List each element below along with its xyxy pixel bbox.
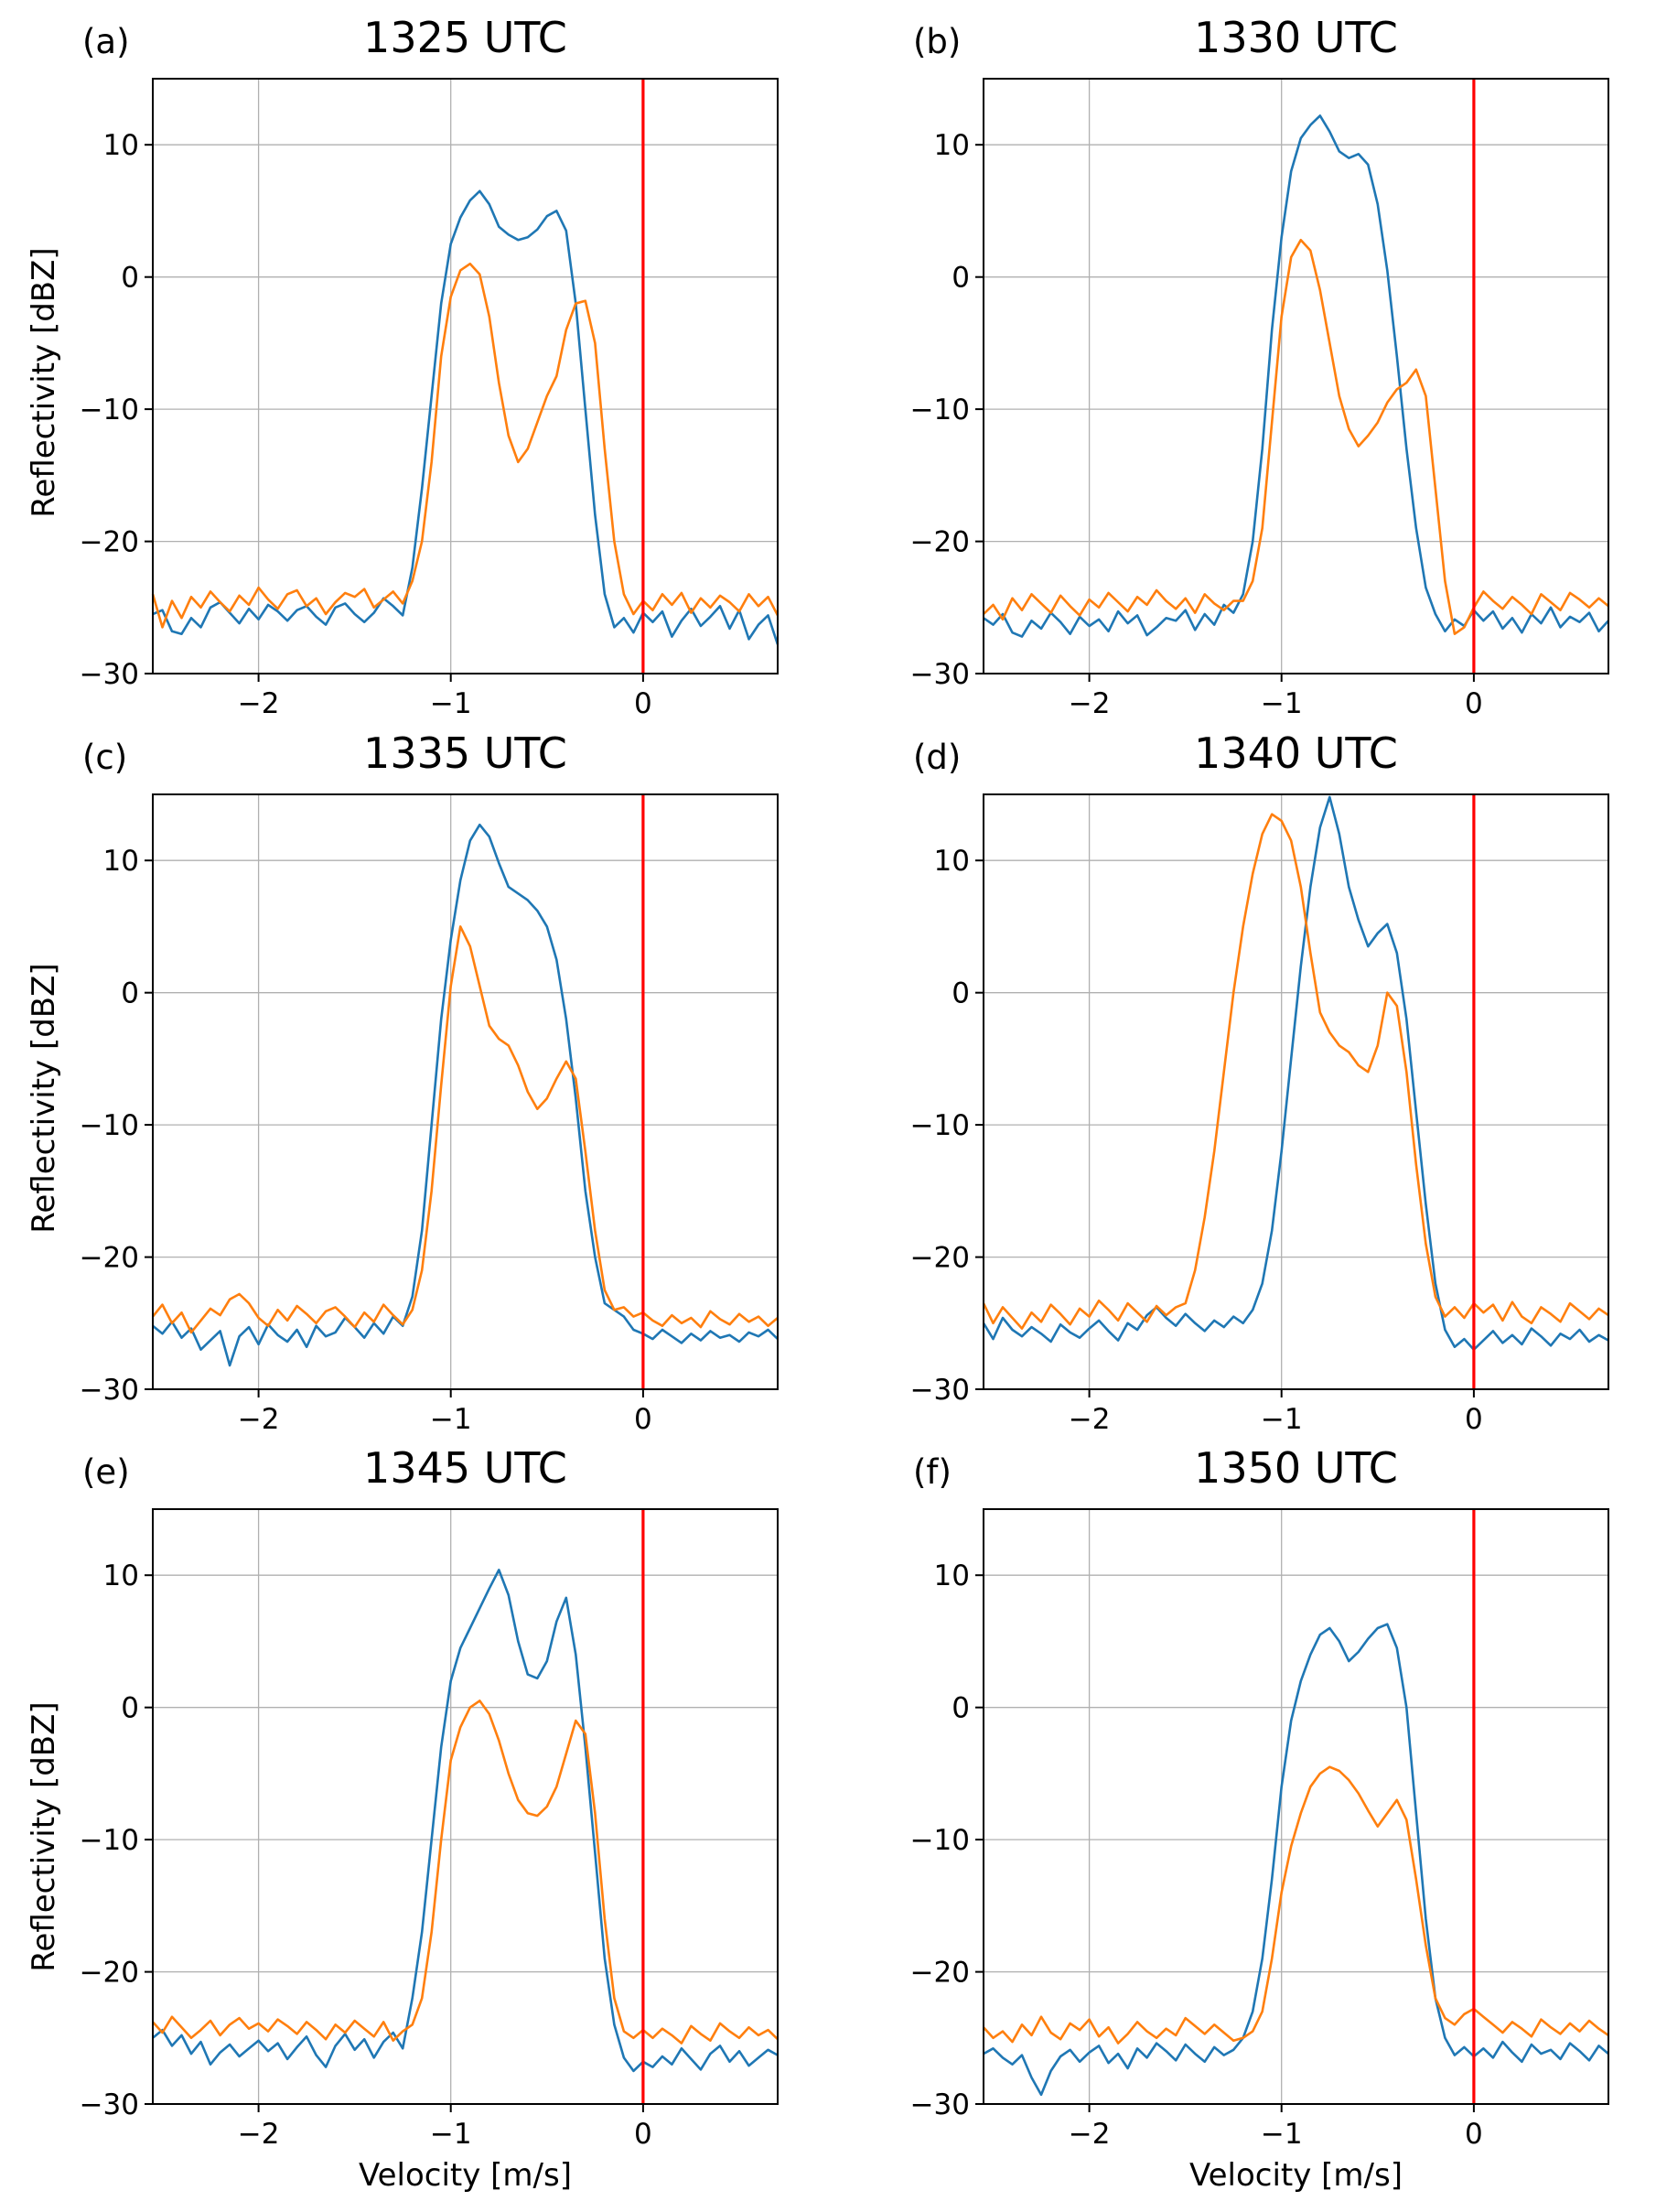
svg-text:0: 0 — [634, 1403, 652, 1436]
panel-a: Reflectivity [dBZ] (a) 1325 UTC −2 −1 0 −30… — [22, 13, 789, 725]
panel-title: 1330 UTC — [1194, 13, 1398, 62]
panel-title: 1325 UTC — [363, 13, 567, 62]
y-axis-label-column: Reflectivity [dBZ] — [22, 1443, 66, 2199]
svg-text:0: 0 — [121, 977, 139, 1009]
panel-title: 1340 UTC — [1194, 728, 1398, 778]
panel-tag: (b) — [913, 22, 962, 61]
panel-tag: (e) — [82, 1452, 130, 1493]
svg-text:−1: −1 — [430, 687, 472, 720]
panel-e: Reflectivity [dBZ] (e) 1345 UTC −2 −1 0 −30… — [22, 1443, 789, 2199]
y-axis-label-column: Reflectivity [dBZ] — [22, 13, 66, 725]
svg-text:10: 10 — [934, 129, 970, 162]
svg-text:0: 0 — [1465, 687, 1483, 720]
panel-header: (a) 1325 UTC — [66, 13, 789, 70]
panel-header: (f) 1350 UTC — [897, 1443, 1619, 1500]
svg-text:0: 0 — [1465, 2118, 1483, 2151]
x-axis-label: Velocity [m/s] — [358, 2157, 572, 2195]
x-axis-label: Velocity [m/s] — [1188, 2157, 1403, 2195]
svg-text:0: 0 — [121, 262, 139, 295]
svg-text:−30: −30 — [80, 2088, 139, 2121]
svg-text:10: 10 — [934, 845, 970, 878]
svg-text:−30: −30 — [80, 1374, 139, 1407]
svg-text:−2: −2 — [1069, 687, 1111, 720]
panel-title: 1350 UTC — [1194, 1443, 1398, 1494]
svg-text:−20: −20 — [910, 526, 970, 559]
svg-text:−20: −20 — [80, 526, 139, 559]
svg-text:−2: −2 — [1069, 1403, 1111, 1436]
panel-header: (c) 1335 UTC — [66, 728, 789, 785]
svg-text:−1: −1 — [1261, 2118, 1303, 2151]
panel-tag: (d) — [913, 737, 962, 777]
svg-text:10: 10 — [103, 129, 139, 162]
y-axis-spacer — [853, 13, 897, 725]
svg-text:−1: −1 — [1261, 1403, 1303, 1436]
y-axis-spacer — [853, 728, 897, 1440]
svg-text:10: 10 — [103, 845, 139, 878]
svg-text:−10: −10 — [80, 1824, 139, 1857]
svg-text:−2: −2 — [238, 687, 280, 720]
svg-text:−10: −10 — [910, 1824, 970, 1857]
y-axis-spacer — [853, 1443, 897, 2199]
svg-text:−10: −10 — [80, 394, 139, 426]
svg-text:−2: −2 — [238, 2118, 280, 2151]
svg-text:−30: −30 — [910, 1374, 970, 1407]
y-axis-label: Reflectivity [dBZ] — [26, 963, 62, 1234]
svg-text:−20: −20 — [80, 1957, 139, 1990]
panel-title: 1345 UTC — [363, 1443, 567, 1494]
svg-text:0: 0 — [952, 262, 970, 295]
panel-f: (f) 1350 UTC −2 −1 0 −30 −20 −10 0 10 Velocity … — [853, 1443, 1619, 2199]
svg-text:0: 0 — [121, 1692, 139, 1725]
svg-text:−2: −2 — [238, 1403, 280, 1436]
panel-title: 1335 UTC — [363, 728, 567, 778]
svg-text:−1: −1 — [1261, 687, 1303, 720]
panel-d: (d) 1340 UTC −2 −1 0 −30 −20 −10 0 10 — [853, 728, 1619, 1440]
panel-c: Reflectivity [dBZ] (c) 1335 UTC −2 −1 0 −30… — [22, 728, 789, 1440]
panel-header: (b) 1330 UTC — [897, 13, 1619, 70]
svg-text:−10: −10 — [910, 1109, 970, 1142]
panel-header: (e) 1345 UTC — [66, 1443, 789, 1500]
panel-tag: (f) — [913, 1452, 952, 1493]
y-axis-label: Reflectivity [dBZ] — [26, 1700, 62, 1972]
svg-text:10: 10 — [934, 1560, 970, 1593]
svg-text:0: 0 — [952, 1692, 970, 1725]
panel-tag: (a) — [82, 22, 130, 61]
y-axis-label: Reflectivity [dBZ] — [26, 247, 62, 519]
svg-text:−1: −1 — [430, 2118, 472, 2151]
y-axis-label-column: Reflectivity [dBZ] — [22, 728, 66, 1440]
panel-tag: (c) — [82, 737, 128, 777]
svg-text:0: 0 — [1465, 1403, 1483, 1436]
svg-text:−10: −10 — [80, 1109, 139, 1142]
svg-text:−30: −30 — [80, 658, 139, 691]
svg-text:−20: −20 — [910, 1957, 970, 1990]
svg-text:10: 10 — [103, 1560, 139, 1593]
panel-header: (d) 1340 UTC — [897, 728, 1619, 785]
svg-text:−20: −20 — [80, 1241, 139, 1274]
svg-text:−1: −1 — [430, 1403, 472, 1436]
svg-text:−30: −30 — [910, 2088, 970, 2121]
svg-text:−2: −2 — [1069, 2118, 1111, 2151]
svg-text:−10: −10 — [910, 394, 970, 426]
svg-text:−30: −30 — [910, 658, 970, 691]
svg-text:0: 0 — [634, 687, 652, 720]
svg-text:−20: −20 — [910, 1241, 970, 1274]
svg-text:0: 0 — [952, 977, 970, 1009]
svg-text:0: 0 — [634, 2118, 652, 2151]
panel-b: (b) 1330 UTC −2 −1 0 −30 −20 −10 0 10 — [853, 13, 1619, 725]
